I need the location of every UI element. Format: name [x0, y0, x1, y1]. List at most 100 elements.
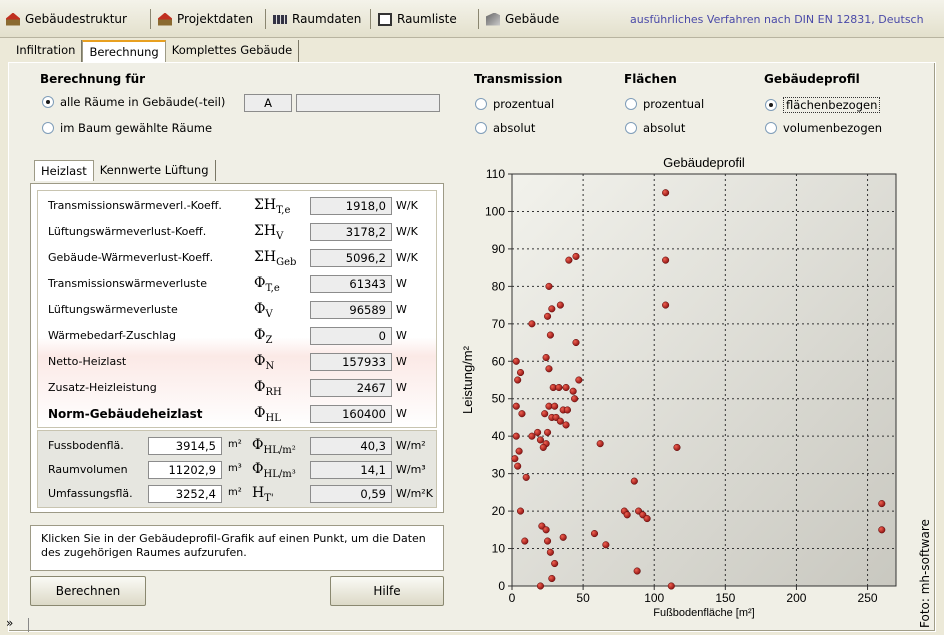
heizlast-row: Lüftungswärmeverlust-Koeff. ΣHV 3178,2 W/K: [38, 221, 428, 244]
data-point[interactable]: [544, 428, 552, 436]
y-tick-label: 80: [492, 279, 506, 293]
data-point[interactable]: [522, 473, 530, 481]
data-point[interactable]: [556, 301, 564, 309]
tab-heizlast[interactable]: Heizlast: [34, 160, 94, 181]
data-point[interactable]: [602, 541, 610, 549]
data-point[interactable]: [541, 410, 549, 418]
data-point[interactable]: [551, 559, 559, 568]
radio-tree-rooms[interactable]: im Baum gewählte Räume: [42, 121, 212, 135]
data-point[interactable]: [562, 383, 570, 392]
hilfe-button[interactable]: Hilfe: [330, 576, 444, 606]
radio-flaechen-absolut[interactable]: absolut: [625, 121, 685, 135]
radio-flaechen-prozentual[interactable]: prozentual: [625, 97, 704, 111]
gebaeudeprofil-chart[interactable]: Gebäudeprofil 0 50 100 150 200 250 0 10 20 30 40 50 6…: [456, 152, 906, 627]
tab-raumliste[interactable]: Raumliste: [378, 8, 457, 30]
radio-transmission-prozentual[interactable]: prozentual: [475, 97, 554, 111]
radio-label: prozentual: [493, 97, 555, 111]
radio-label: absolut: [643, 121, 686, 135]
tab-kennwerte-lueftung[interactable]: Kennwerte Lüftung: [94, 160, 216, 181]
data-point[interactable]: [521, 537, 529, 545]
data-point[interactable]: [562, 421, 570, 429]
data-point[interactable]: [512, 357, 520, 365]
data-point[interactable]: [555, 383, 563, 392]
data-point[interactable]: [878, 526, 886, 534]
data-point[interactable]: [572, 252, 580, 260]
tab-raumdaten[interactable]: Raumdaten: [273, 8, 361, 30]
data-point[interactable]: [536, 582, 544, 590]
row-value: 1918,0: [310, 197, 392, 215]
row-label: Transmissionswärmeverl.-Koeff.: [48, 199, 222, 212]
data-point[interactable]: [623, 511, 631, 519]
data-point[interactable]: [514, 376, 522, 384]
row-unit: W: [396, 407, 407, 420]
data-point[interactable]: [565, 256, 573, 264]
radio-dot: [42, 96, 54, 108]
tab-projektdaten[interactable]: Projektdaten: [158, 8, 253, 30]
kennwert-input: 3914,5: [148, 437, 222, 455]
radio-label: absolut: [493, 121, 536, 135]
data-point[interactable]: [643, 515, 651, 523]
data-point[interactable]: [559, 533, 567, 541]
radio-dot: [475, 122, 487, 134]
data-point[interactable]: [512, 432, 520, 440]
radio-label: prozentual: [643, 97, 705, 111]
radio-profil-volumen[interactable]: volumenbezogen: [765, 121, 882, 135]
tab-gebaeudestruktur[interactable]: Gebäudestruktur: [6, 8, 127, 30]
data-point[interactable]: [516, 507, 525, 515]
row-symbol: ΦHL: [254, 405, 281, 424]
data-point[interactable]: [546, 548, 554, 556]
data-point[interactable]: [514, 462, 522, 470]
expand-chevron-icon[interactable]: »: [6, 616, 14, 630]
data-point[interactable]: [572, 338, 580, 347]
data-point[interactable]: [590, 530, 599, 538]
data-point[interactable]: [534, 428, 542, 436]
data-point[interactable]: [511, 455, 519, 463]
data-point[interactable]: [548, 305, 556, 313]
data-point[interactable]: [515, 447, 523, 455]
data-point[interactable]: [528, 432, 536, 440]
data-point[interactable]: [662, 189, 670, 197]
tab-gebaeude[interactable]: Gebäude: [486, 8, 559, 30]
data-point[interactable]: [528, 320, 536, 328]
data-point[interactable]: [596, 440, 604, 448]
data-point[interactable]: [673, 443, 681, 451]
data-point[interactable]: [512, 402, 520, 410]
y-tick-label: 10: [492, 542, 506, 556]
data-point[interactable]: [544, 312, 552, 320]
data-point[interactable]: [662, 256, 670, 264]
data-point[interactable]: [575, 376, 583, 384]
row-label: Transmissionswärmeverluste: [48, 277, 207, 290]
data-point[interactable]: [556, 417, 564, 425]
data-point[interactable]: [545, 365, 553, 373]
chart-title: Gebäudeprofil: [663, 155, 745, 170]
data-point[interactable]: [878, 500, 886, 508]
tab-berechnung[interactable]: Berechnung: [82, 40, 166, 62]
data-point[interactable]: [548, 574, 556, 583]
radio-all-rooms[interactable]: alle Räume in Gebäude(-teil): [42, 95, 225, 109]
data-point[interactable]: [539, 443, 547, 451]
kennwert-symbol-sub: T': [264, 492, 274, 504]
tab-infiltration[interactable]: Infiltration: [10, 40, 83, 62]
data-point[interactable]: [563, 406, 572, 414]
data-point[interactable]: [542, 353, 550, 362]
data-point[interactable]: [518, 410, 526, 418]
berechnen-button[interactable]: Berechnen: [30, 576, 146, 606]
data-point[interactable]: [544, 537, 552, 545]
data-point[interactable]: [569, 387, 577, 395]
data-point[interactable]: [667, 582, 675, 590]
data-point[interactable]: [630, 477, 638, 485]
data-point[interactable]: [542, 526, 550, 534]
data-point[interactable]: [571, 395, 579, 403]
radio-profil-flaeche[interactable]: flächenbezogen: [765, 97, 881, 113]
radio-label: alle Räume in Gebäude(-teil): [60, 95, 226, 109]
data-point[interactable]: [546, 331, 554, 339]
kennwert-symbol-sub: HL/m²: [263, 444, 296, 456]
data-point[interactable]: [551, 402, 559, 410]
data-point[interactable]: [516, 368, 525, 377]
tab-komplettes-gebaeude[interactable]: Komplettes Gebäude: [166, 40, 300, 62]
radio-transmission-absolut[interactable]: absolut: [475, 121, 535, 135]
data-point[interactable]: [633, 567, 641, 575]
data-point[interactable]: [545, 282, 553, 290]
data-point[interactable]: [536, 436, 544, 444]
data-point[interactable]: [662, 301, 670, 309]
